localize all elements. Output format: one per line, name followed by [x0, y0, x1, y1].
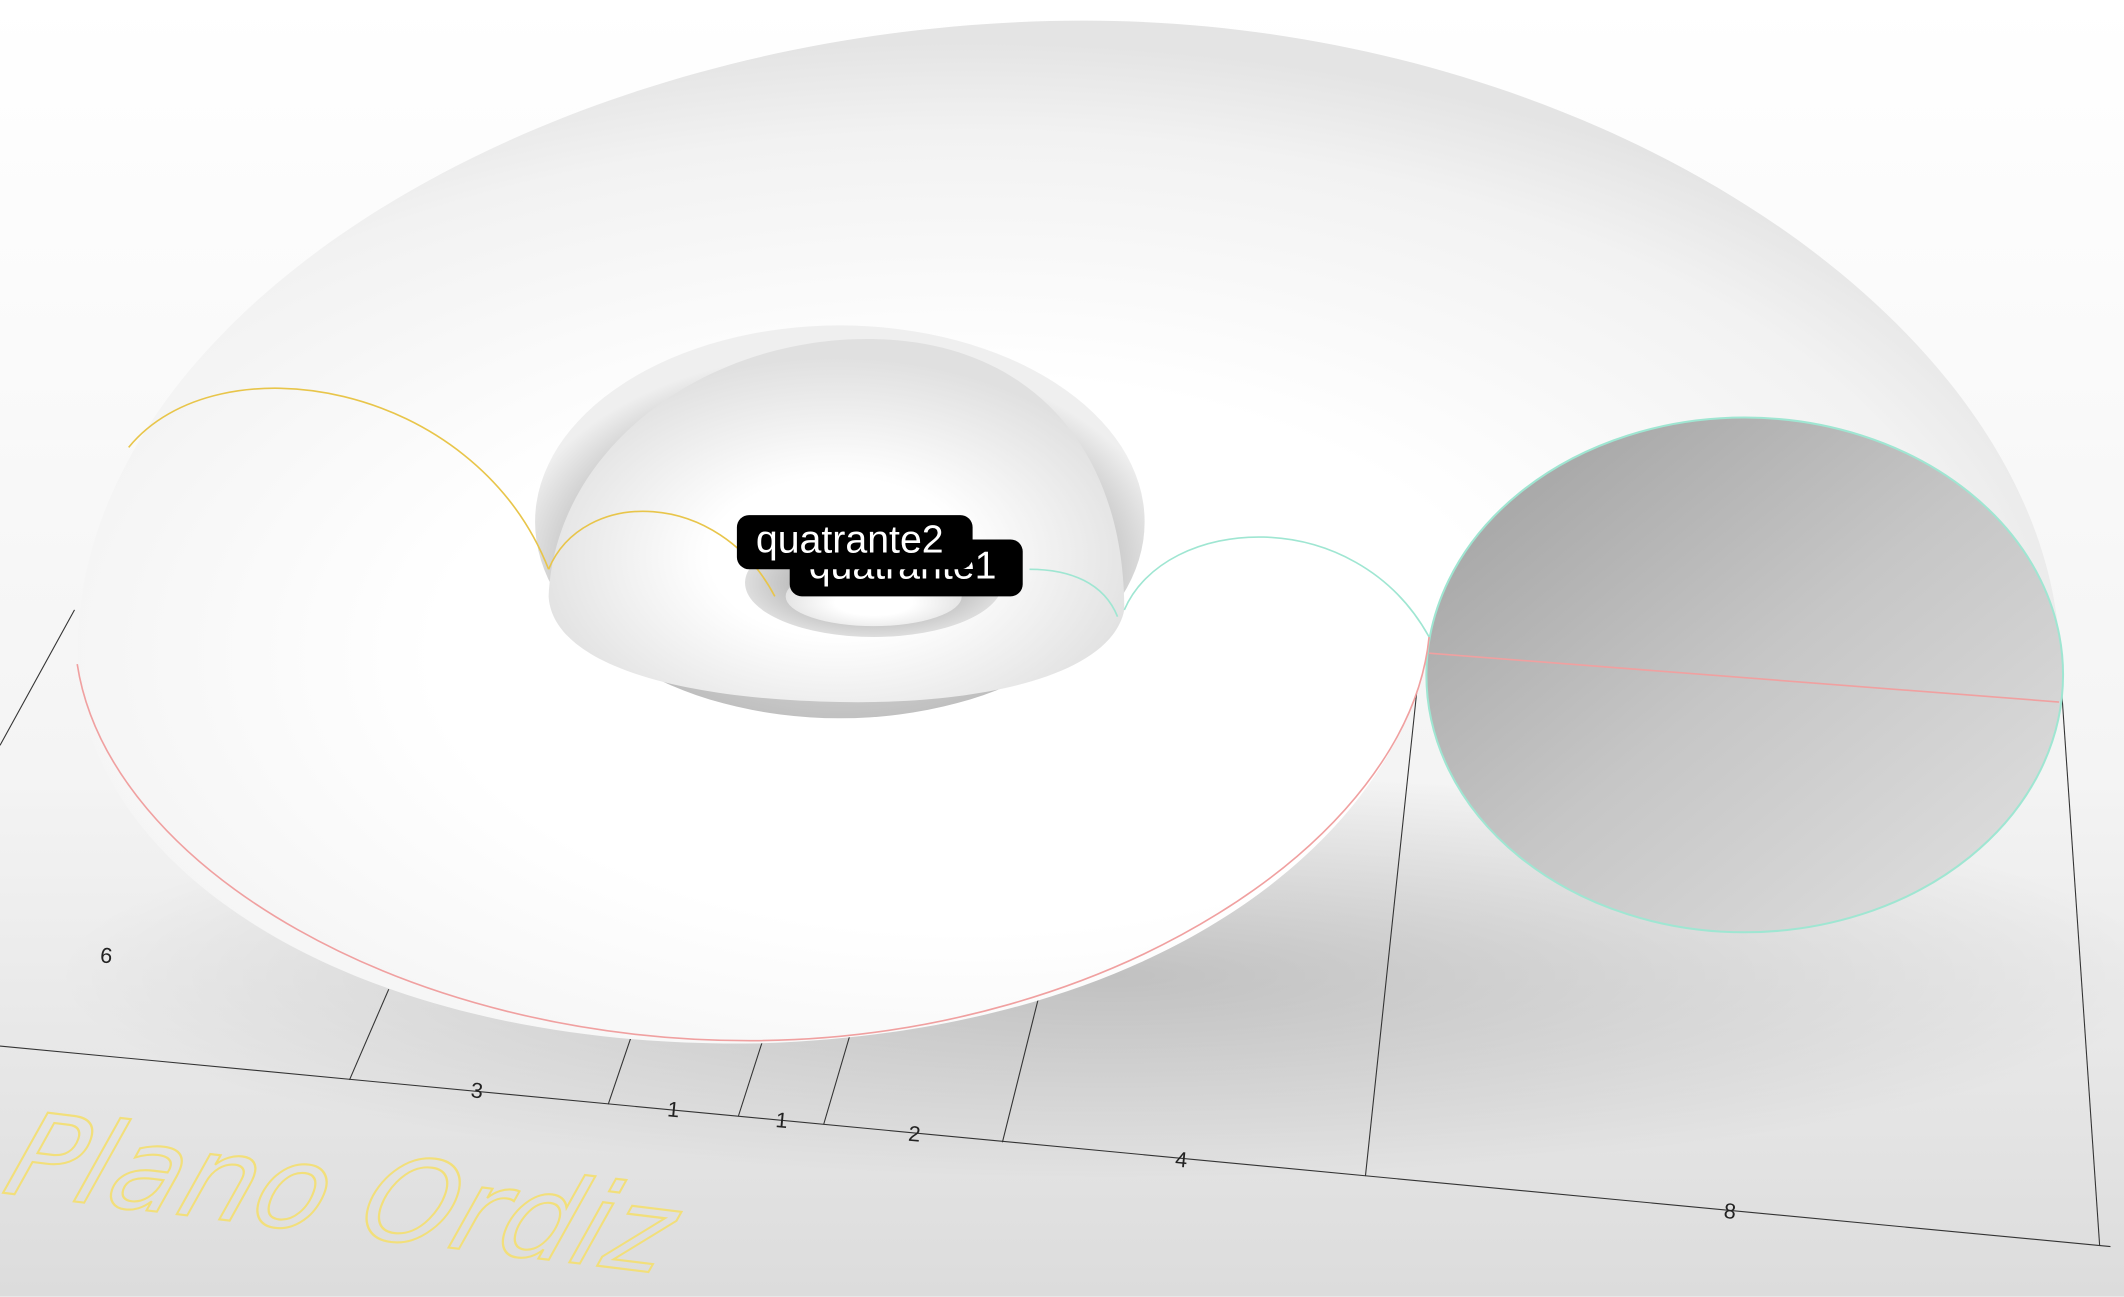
dimension-label: 8 — [1723, 1198, 1737, 1224]
cut-face — [1425, 416, 2065, 934]
curves — [76, 387, 2060, 1042]
tag-label: quatrante2 — [756, 518, 944, 562]
dimension-label: 2 — [907, 1121, 921, 1147]
tag-background — [736, 515, 973, 570]
dimension-label: 4 — [1174, 1146, 1188, 1172]
dimension-label: 6 — [99, 942, 113, 968]
dimension-label: 1 — [666, 1096, 680, 1122]
dimension-lines — [0, 609, 2111, 1248]
dimension-label: 1 — [775, 1107, 789, 1133]
dimension-label: 3 — [470, 1077, 484, 1103]
